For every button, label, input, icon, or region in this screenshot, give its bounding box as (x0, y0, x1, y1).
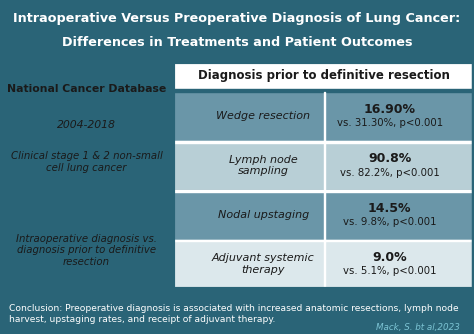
Text: National Cancer Database: National Cancer Database (7, 84, 166, 94)
Text: Diagnosis prior to definitive resection: Diagnosis prior to definitive resection (198, 69, 449, 82)
Bar (323, 92, 325, 289)
Text: Nodal upstaging: Nodal upstaging (218, 210, 309, 220)
Text: Mack, S. bt al,2023: Mack, S. bt al,2023 (376, 323, 460, 332)
Bar (173, 190, 474, 192)
Bar (173, 239, 474, 289)
Text: Clinical stage 1 & 2 non-small
cell lung cancer: Clinical stage 1 & 2 non-small cell lung… (10, 151, 163, 173)
Text: Intraoperative diagnosis vs.
diagnosis prior to definitive
resection: Intraoperative diagnosis vs. diagnosis p… (16, 234, 157, 267)
Text: 16.90%: 16.90% (364, 103, 416, 116)
Text: Lymph node
sampling: Lymph node sampling (229, 155, 298, 176)
Bar (173, 89, 474, 92)
Bar (173, 239, 474, 241)
Text: vs. 5.1%, p<0.001: vs. 5.1%, p<0.001 (343, 266, 437, 276)
Text: Conclusion: Preoperative diagnosis is associated with increased anatomic resecti: Conclusion: Preoperative diagnosis is as… (9, 304, 459, 324)
Text: vs. 82.2%, p<0.001: vs. 82.2%, p<0.001 (340, 168, 439, 178)
Bar (173, 62, 474, 89)
Bar (173, 141, 474, 190)
Text: 2004-2018: 2004-2018 (57, 120, 116, 130)
Text: vs. 31.30%, p<0.001: vs. 31.30%, p<0.001 (337, 118, 443, 128)
Bar (173, 92, 474, 141)
Text: Adjuvant systemic
therapy: Adjuvant systemic therapy (212, 254, 315, 275)
Text: Differences in Treatments and Patient Outcomes: Differences in Treatments and Patient Ou… (62, 35, 412, 48)
Text: Intraoperative Versus Preoperative Diagnosis of Lung Cancer:: Intraoperative Versus Preoperative Diagn… (13, 12, 461, 25)
Text: 90.8%: 90.8% (368, 152, 411, 165)
Bar (173, 141, 474, 143)
Text: 9.0%: 9.0% (373, 251, 407, 264)
Text: vs. 9.8%, p<0.001: vs. 9.8%, p<0.001 (343, 217, 437, 227)
Text: Wedge resection: Wedge resection (216, 112, 310, 122)
Bar (173, 190, 474, 239)
Text: 14.5%: 14.5% (368, 202, 411, 214)
